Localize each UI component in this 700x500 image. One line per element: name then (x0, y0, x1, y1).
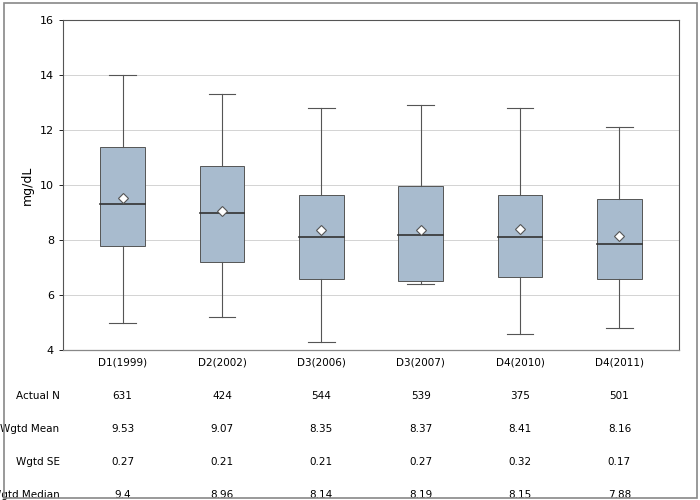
Text: Wgtd Median: Wgtd Median (0, 490, 60, 500)
Bar (100, 146, 145, 246)
Text: 0.17: 0.17 (608, 457, 631, 467)
Bar (199, 166, 244, 262)
Text: 9.53: 9.53 (111, 424, 134, 434)
Text: 9.07: 9.07 (211, 424, 234, 434)
Bar (299, 194, 344, 278)
Text: 8.14: 8.14 (309, 490, 333, 500)
Text: D4(2011): D4(2011) (595, 358, 644, 368)
Text: 8.19: 8.19 (409, 490, 433, 500)
Text: 631: 631 (113, 390, 132, 400)
Text: 8.15: 8.15 (508, 490, 532, 500)
Text: 0.21: 0.21 (211, 457, 234, 467)
Text: D3(2007): D3(2007) (396, 358, 445, 368)
Bar (398, 186, 443, 281)
Text: 0.32: 0.32 (508, 457, 531, 467)
Bar (597, 198, 642, 278)
Text: 9.4: 9.4 (114, 490, 131, 500)
Y-axis label: mg/dL: mg/dL (21, 166, 34, 204)
Text: Wgtd SE: Wgtd SE (15, 457, 60, 467)
Text: D1(1999): D1(1999) (98, 358, 147, 368)
Text: 424: 424 (212, 390, 232, 400)
Text: 8.35: 8.35 (309, 424, 333, 434)
Text: 7.88: 7.88 (608, 490, 631, 500)
Text: 8.41: 8.41 (508, 424, 532, 434)
Text: 8.37: 8.37 (409, 424, 433, 434)
Text: Wgtd Mean: Wgtd Mean (1, 424, 60, 434)
Text: 8.16: 8.16 (608, 424, 631, 434)
Text: D4(2010): D4(2010) (496, 358, 545, 368)
Bar (498, 194, 542, 277)
Text: 0.21: 0.21 (310, 457, 333, 467)
Text: Actual N: Actual N (15, 390, 60, 400)
Text: 8.96: 8.96 (210, 490, 234, 500)
Text: D3(2006): D3(2006) (297, 358, 346, 368)
Text: 0.27: 0.27 (409, 457, 432, 467)
Text: D2(2002): D2(2002) (197, 358, 246, 368)
Text: 375: 375 (510, 390, 530, 400)
Text: 544: 544 (312, 390, 331, 400)
Text: 501: 501 (610, 390, 629, 400)
Text: 0.27: 0.27 (111, 457, 134, 467)
Text: 539: 539 (411, 390, 430, 400)
